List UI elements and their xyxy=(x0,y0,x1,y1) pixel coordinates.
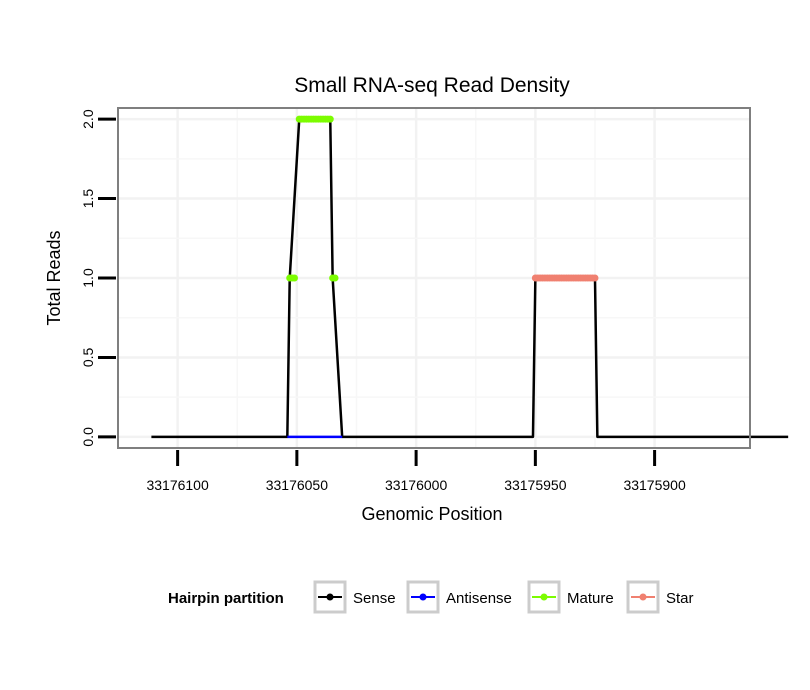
y-tick-label: 2.0 xyxy=(80,109,96,129)
data-point-star xyxy=(591,274,599,282)
legend-label: Mature xyxy=(567,590,614,607)
x-tick-label: 33176050 xyxy=(266,477,329,493)
legend-item-antisense: Antisense xyxy=(406,580,512,614)
x-tick-label: 33175950 xyxy=(504,477,567,493)
x-axis: 33176100 33176050 33176000 33175950 33175900 xyxy=(146,450,686,493)
legend-label: Star xyxy=(666,590,694,607)
legend-key-point xyxy=(419,593,427,601)
legend-key-point xyxy=(639,593,647,601)
series-line-sense xyxy=(151,117,789,439)
legend-label: Sense xyxy=(353,590,396,607)
data-point-mature xyxy=(331,274,339,282)
y-tick-label: 0.5 xyxy=(80,347,96,367)
x-tick-label: 33176000 xyxy=(385,477,448,493)
y-axis-title: Total Reads xyxy=(44,230,64,325)
legend-item-sense: Sense xyxy=(313,580,396,614)
plot-border xyxy=(117,107,751,449)
legend: Hairpin partition Sense Antisense Mature St… xyxy=(168,580,694,614)
legend-title: Hairpin partition xyxy=(168,590,284,607)
data-point-mature xyxy=(326,115,334,123)
legend-label: Antisense xyxy=(446,590,512,607)
data-point-mature xyxy=(290,274,298,282)
y-tick-label: 1.0 xyxy=(80,268,96,288)
legend-item-star: Star xyxy=(626,580,694,614)
x-tick-label: 33175900 xyxy=(623,477,686,493)
legend-key-point xyxy=(326,593,334,601)
series-layer xyxy=(151,115,789,439)
x-tick-label: 33176100 xyxy=(146,477,209,493)
y-tick-label: 1.5 xyxy=(80,189,96,209)
chart-title: Small RNA-seq Read Density xyxy=(294,74,570,97)
legend-key-point xyxy=(540,593,548,601)
y-axis: 0.0 0.5 1.0 1.5 2.0 xyxy=(80,109,116,447)
grid-lines xyxy=(118,108,750,448)
legend-item-mature: Mature xyxy=(527,580,614,614)
x-axis-title: Genomic Position xyxy=(361,504,502,524)
y-tick-label: 0.0 xyxy=(80,427,96,447)
